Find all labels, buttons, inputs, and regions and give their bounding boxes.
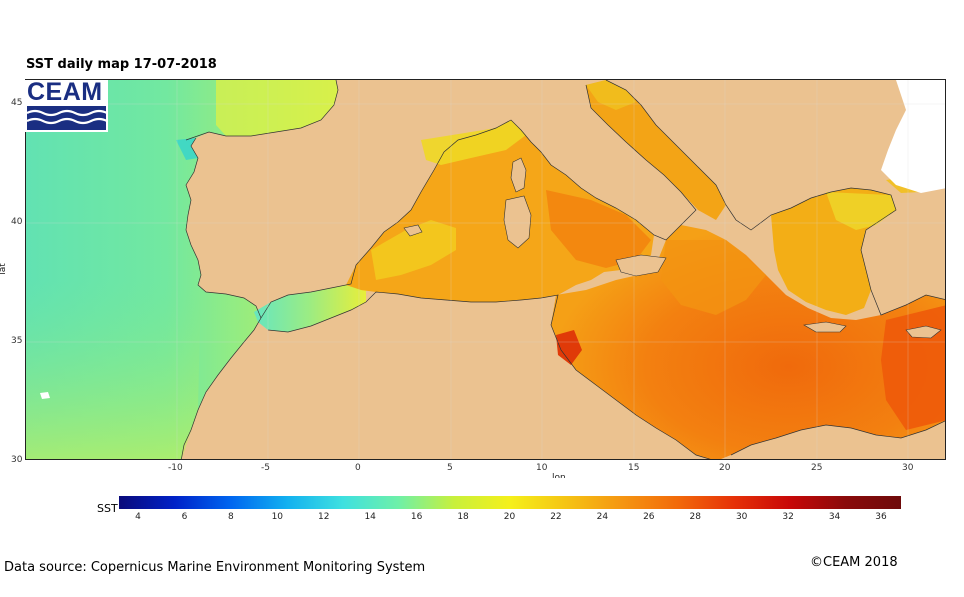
x-axis-label: lon — [552, 473, 566, 483]
x-tick-20: 20 — [719, 463, 731, 473]
y-tick-35: 35 — [11, 336, 23, 346]
x-tick-10: 10 — [536, 463, 548, 473]
colorbar-tick-label: 32 — [782, 512, 794, 522]
x-tick-15: 15 — [628, 463, 640, 473]
balkan-coastline — [605, 80, 945, 316]
colorbar-tick-label: 34 — [828, 512, 841, 522]
colorbar-tick-label: 12 — [318, 512, 330, 522]
canary-patch — [40, 392, 50, 399]
colorbar-tick-label: 14 — [364, 512, 376, 522]
biscay-warm — [216, 80, 338, 136]
crete-island — [803, 321, 847, 333]
adriatic-north-yellow — [586, 80, 636, 110]
x-tick-0: 0 — [355, 463, 361, 473]
atlantic-south-tint — [26, 280, 201, 459]
colorbar-tick-label: 18 — [457, 512, 469, 522]
ceam-logo: CEAM — [25, 78, 108, 132]
gulf-of-lion-yellow — [421, 120, 526, 165]
x-tick-30: 30 — [902, 463, 914, 473]
x-tick-25: 25 — [811, 463, 823, 473]
y-axis-label: lat — [0, 263, 8, 275]
colorbar-tick-label: 28 — [689, 512, 701, 522]
y-tick-45: 45 — [11, 98, 23, 108]
logo-waves-icon — [26, 106, 108, 130]
colorbar-tick-label: 6 — [181, 512, 188, 522]
gabes-hot — [556, 330, 582, 365]
y-tick-40: 40 — [11, 217, 23, 227]
x-tick-5: 5 — [447, 463, 453, 473]
africa-med-coastline — [267, 291, 711, 459]
corsica-island — [510, 157, 527, 193]
aegean-yellow — [826, 192, 896, 230]
colorbar-tick-label: 30 — [735, 512, 748, 522]
alboran-sea — [254, 280, 366, 332]
portugal-coastline — [185, 137, 262, 319]
sst-map-panel — [25, 79, 946, 460]
colorbar-tick-label: 24 — [596, 512, 609, 522]
logo-wordmark: CEAM — [27, 78, 103, 106]
no-data-black-sea — [881, 80, 945, 193]
x-tick--5: -5 — [261, 463, 270, 473]
libya-egypt-coastline — [730, 420, 945, 456]
cyprus-island — [905, 325, 942, 339]
colorbar-tick-label: 4 — [135, 512, 141, 522]
y-tick-30: 30 — [11, 455, 23, 465]
colorbar-tick-label: 36 — [875, 512, 887, 522]
colorbar-tick-label: 22 — [550, 512, 562, 522]
adriatic-sea — [586, 80, 726, 220]
colorbar-tick-label: 26 — [643, 512, 655, 522]
colorbar-tick-label: 16 — [410, 512, 423, 522]
data-source-note: Data source: Copernicus Marine Environme… — [4, 560, 426, 575]
ionian-warm — [661, 240, 766, 315]
balearic-yellow — [371, 220, 456, 280]
colorbar-tick-label: 8 — [228, 512, 234, 522]
map-gridlines — [26, 80, 945, 459]
med-north-coastline — [260, 84, 697, 319]
colorbar — [119, 496, 901, 509]
iberian-coastline — [185, 80, 339, 141]
x-tick--10: -10 — [168, 463, 183, 473]
colorbar-label: SST — [97, 502, 118, 515]
africa-atlantic-coastline — [181, 317, 262, 459]
sicily-island — [615, 254, 667, 277]
map-title: SST daily map 17-07-2018 — [26, 57, 217, 72]
sst-map — [26, 80, 945, 459]
copyright-note: ©CEAM 2018 — [810, 555, 898, 570]
mallorca-island — [403, 224, 423, 237]
sardinia-island — [503, 195, 532, 249]
colorbar-tick-label: 10 — [271, 512, 284, 522]
colorbar-tick-label: 20 — [503, 512, 516, 522]
tyrrhenian-hot — [546, 190, 651, 268]
